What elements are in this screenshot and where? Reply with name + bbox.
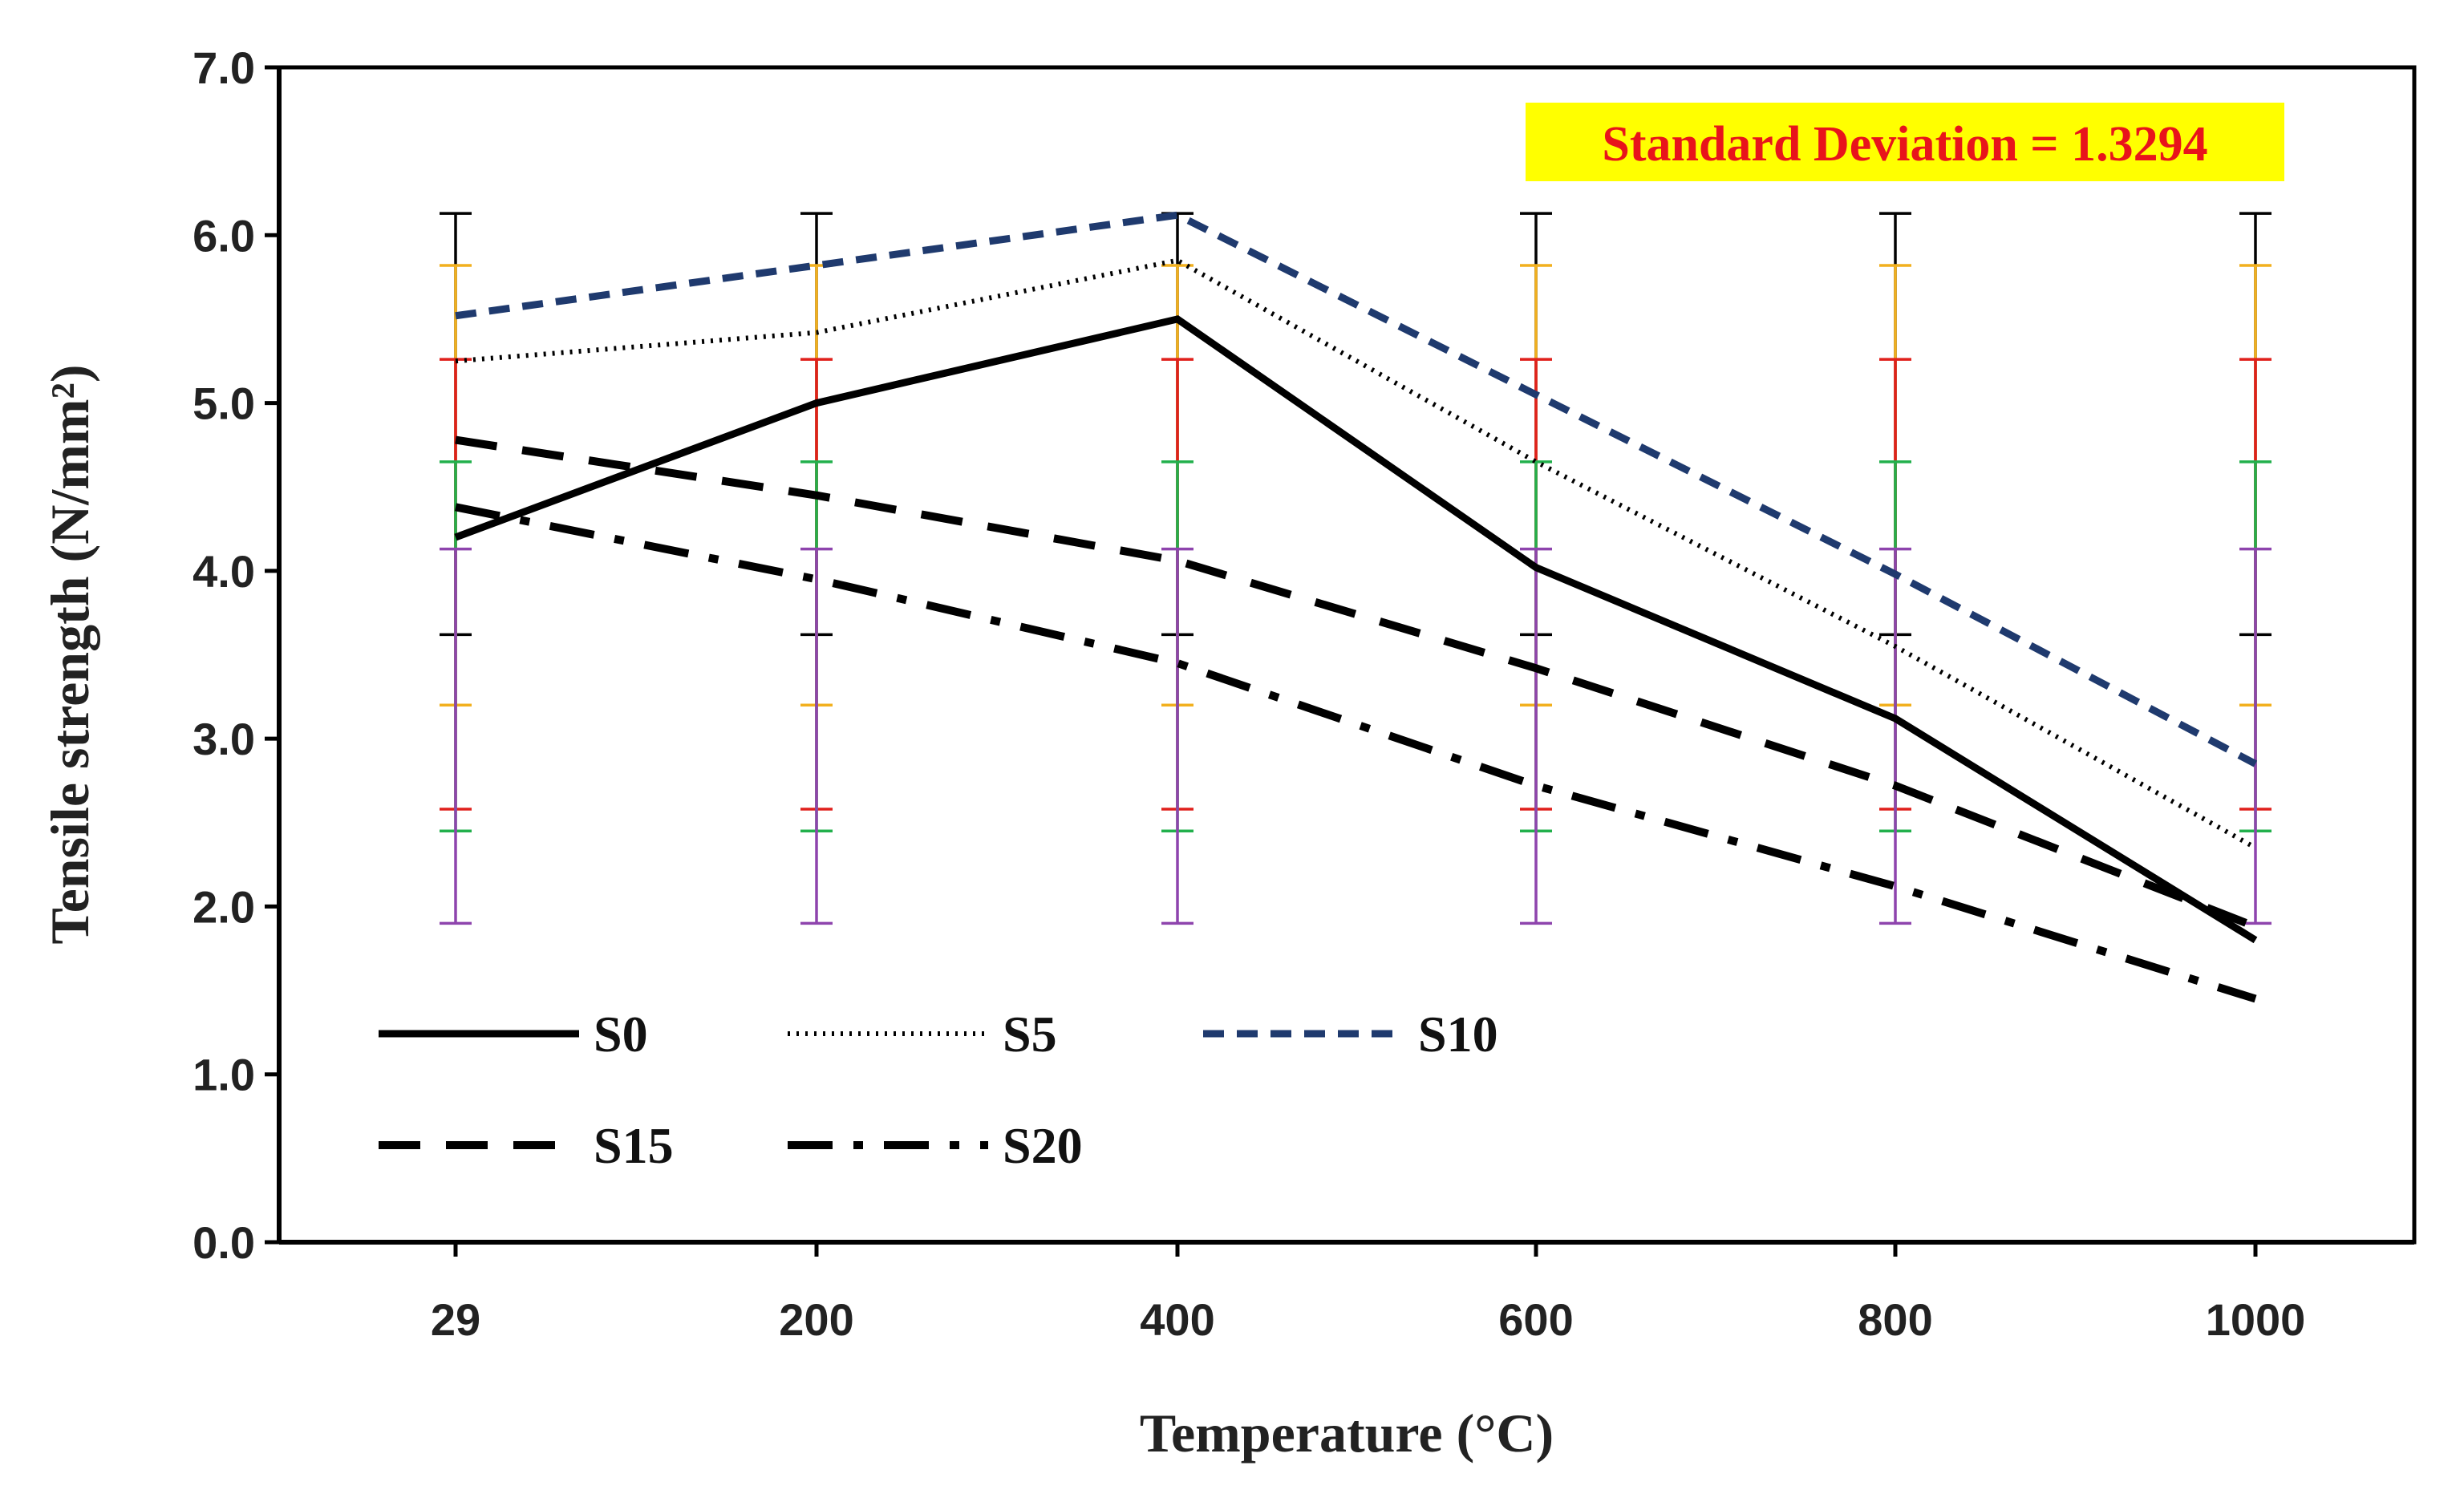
legend: S0 S5 S10 S15 S20 — [379, 1006, 1498, 1174]
std-dev-annotation: Standard Deviation = 1.3294 — [1526, 103, 2284, 181]
annotation-background — [1526, 103, 2284, 181]
y-tick-label: 0.0 — [192, 1217, 255, 1268]
y-tick-label: 5.0 — [192, 379, 255, 429]
y-tick-label: 3.0 — [192, 714, 255, 764]
series-line-s0 — [454, 315, 2258, 944]
legend-label-s15: S15 — [594, 1117, 674, 1174]
x-axis-ticks: 29 200 400 600 800 1000 — [431, 1242, 2305, 1345]
series-line-s15 — [455, 435, 2257, 931]
series-line-s10 — [455, 211, 2258, 767]
x-tick-label: 29 — [431, 1294, 480, 1345]
y-axis-ticks: 0.0 1.0 2.0 3.0 4.0 5.0 6.0 7.0 — [192, 43, 279, 1268]
series-line-s20 — [455, 503, 2257, 1003]
error-bars — [440, 212, 2272, 925]
y-tick-label: 7.0 — [192, 43, 255, 93]
x-tick-label: 800 — [1858, 1294, 1932, 1345]
x-tick-label: 1000 — [2206, 1294, 2306, 1345]
legend-label-s5: S5 — [1003, 1006, 1057, 1063]
annotation-text: Standard Deviation = 1.3294 — [1602, 117, 2207, 172]
legend-label-s0: S0 — [594, 1006, 648, 1063]
series-line-s5 — [455, 257, 2257, 850]
legend-label-s10: S10 — [1418, 1006, 1498, 1063]
y-axis-title: Tensile strength (N/mm²) — [39, 364, 100, 944]
x-tick-label: 400 — [1140, 1294, 1214, 1345]
x-axis-title: Temperature (°C) — [1140, 1403, 1554, 1464]
x-tick-label: 200 — [779, 1294, 853, 1345]
y-tick-label: 4.0 — [192, 546, 255, 597]
legend-label-s20: S20 — [1003, 1117, 1083, 1174]
y-tick-label: 1.0 — [192, 1050, 255, 1100]
series-lines — [454, 211, 2258, 1003]
y-tick-label: 2.0 — [192, 881, 255, 932]
x-tick-label: 600 — [1498, 1294, 1573, 1345]
y-tick-label: 6.0 — [192, 210, 255, 261]
